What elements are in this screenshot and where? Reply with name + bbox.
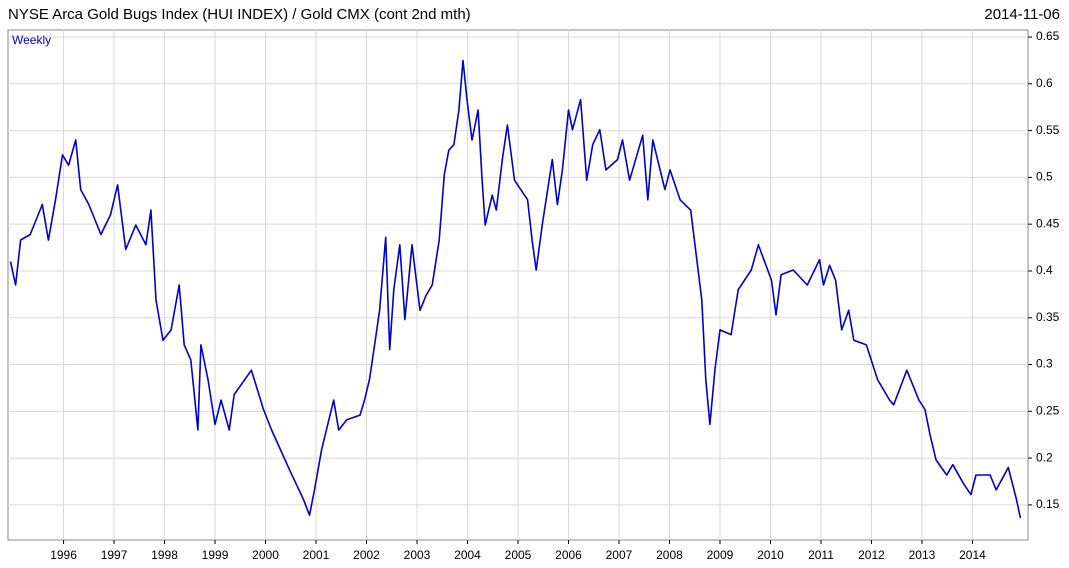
- x-tick-label: 2013: [909, 548, 936, 562]
- x-tick-label: 1999: [202, 548, 229, 562]
- y-tick-label: 0.25: [1036, 404, 1060, 418]
- y-tick-label: 0.35: [1036, 310, 1060, 324]
- chart-date: 2014-11-06: [984, 6, 1060, 23]
- x-tick-label: 2010: [757, 548, 784, 562]
- x-tick-label: 2005: [505, 548, 532, 562]
- y-tick-label: 0.65: [1036, 29, 1060, 43]
- chart-title: NYSE Arca Gold Bugs Index (HUI INDEX) / …: [8, 6, 471, 23]
- annotation: Weekly: [12, 33, 51, 47]
- y-tick-label: 0.3: [1036, 357, 1053, 371]
- x-tick-label: 1997: [101, 548, 128, 562]
- x-tick-label: 2009: [707, 548, 734, 562]
- x-tick-label: 2012: [858, 548, 885, 562]
- y-tick-label: 0.6: [1036, 76, 1053, 90]
- x-tick-label: 2008: [656, 548, 683, 562]
- y-tick-label: 0.5: [1036, 170, 1053, 184]
- x-tick-label: 2002: [353, 548, 380, 562]
- data-line: [9, 59, 1022, 519]
- x-tick-label: 2001: [303, 548, 330, 562]
- x-tick-label: 1998: [151, 548, 178, 562]
- x-tick-label: 2004: [454, 548, 481, 562]
- y-tick-label: 0.55: [1036, 123, 1060, 137]
- x-tick-label: 1996: [50, 548, 77, 562]
- x-tick-label: 2007: [606, 548, 633, 562]
- x-tick-label: 2003: [404, 548, 431, 562]
- x-tick-label: 2011: [808, 548, 834, 562]
- y-tick-label: 0.45: [1036, 216, 1060, 230]
- y-tick-label: 0.15: [1036, 497, 1060, 511]
- y-tick-label: 0.2: [1036, 450, 1053, 464]
- x-tick-label: 2000: [252, 548, 279, 562]
- x-tick-label: 2014: [959, 548, 986, 562]
- x-tick-label: 2006: [555, 548, 582, 562]
- y-tick-label: 0.4: [1036, 263, 1053, 277]
